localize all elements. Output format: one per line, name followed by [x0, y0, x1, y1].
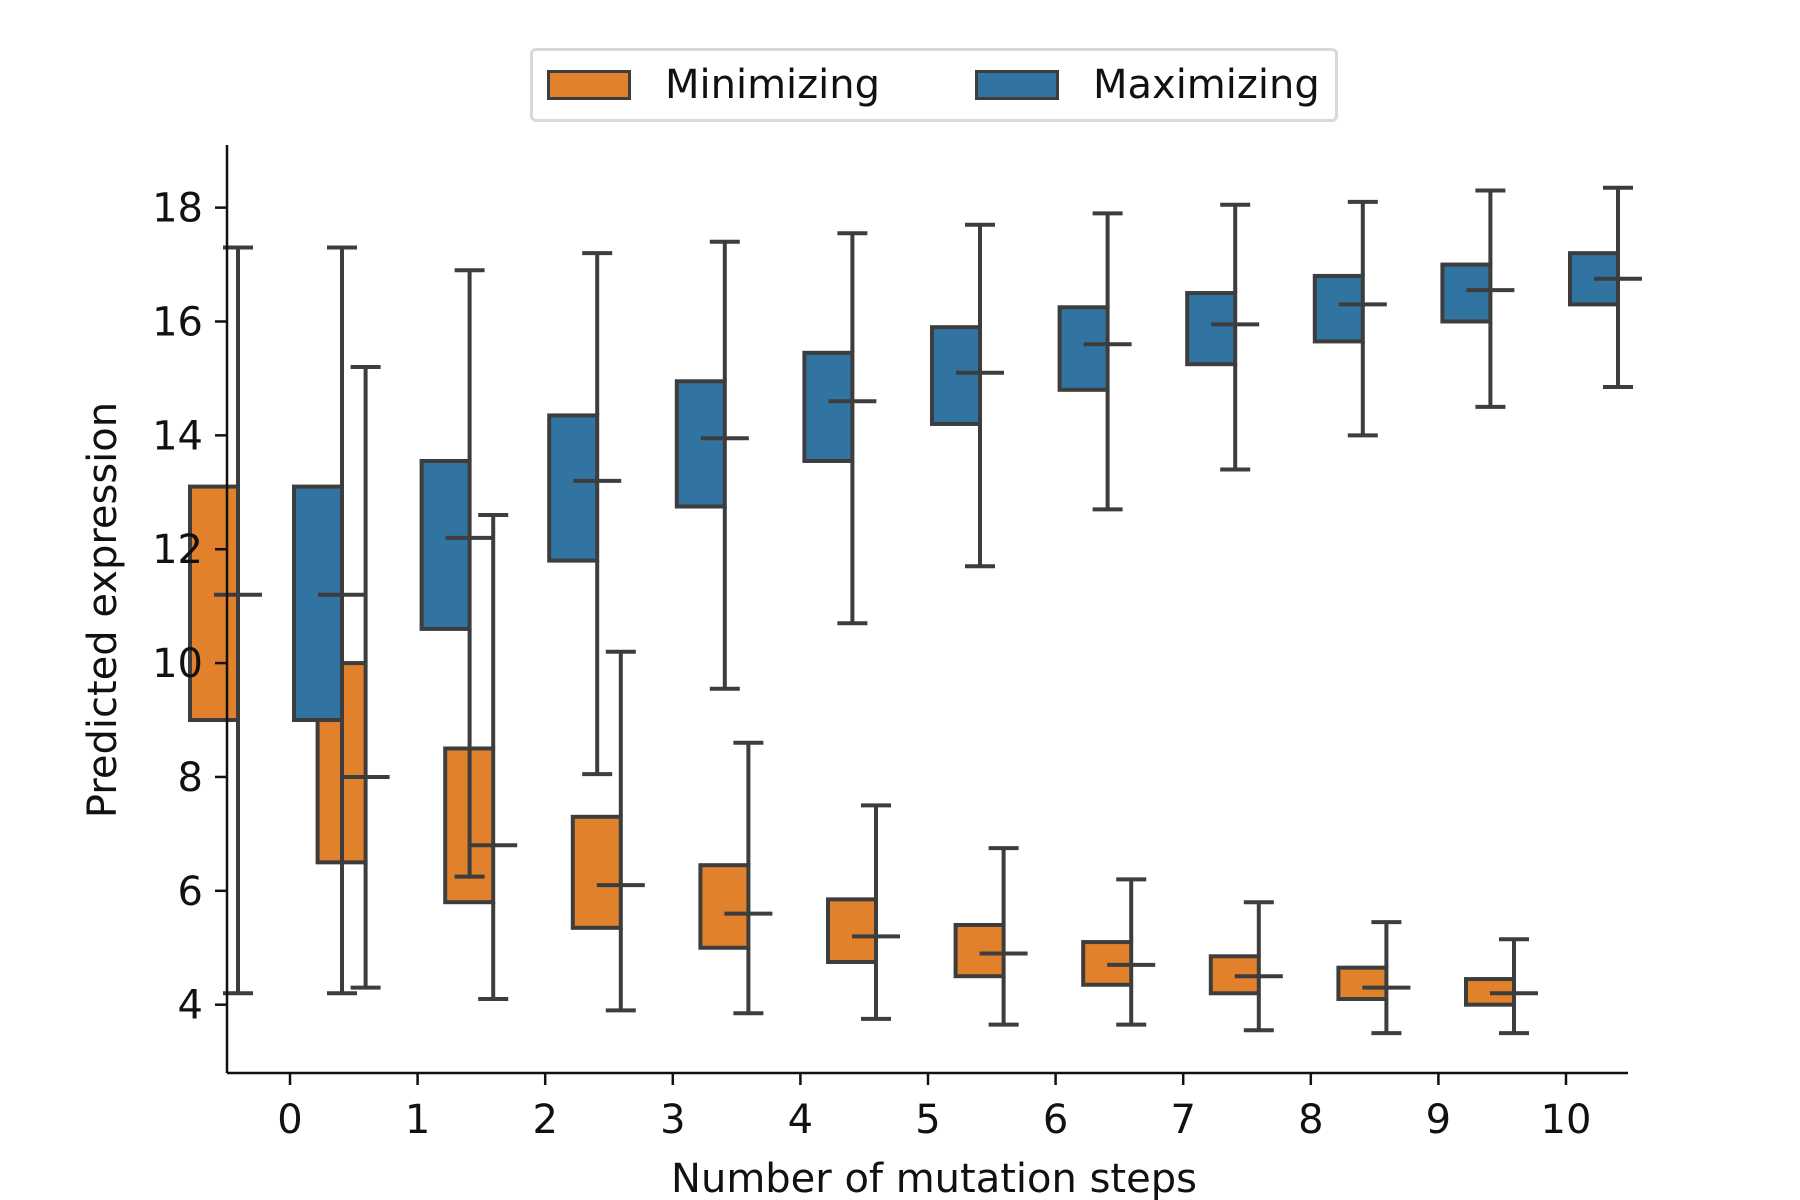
x-tick-label: 10: [1541, 1097, 1592, 1143]
x-tick-label: 1: [405, 1097, 430, 1143]
box-minimizing-7: [1081, 877, 1156, 1027]
y-tick-label: 6: [178, 869, 203, 915]
box-maximizing-5: [930, 222, 1004, 569]
box-maximizing-0: [292, 245, 366, 996]
iqr-box: [188, 484, 240, 723]
x-tick-label: 2: [532, 1097, 557, 1143]
iqr-box: [674, 379, 727, 509]
box-minimizing-8: [1208, 900, 1283, 1033]
box-minimizing-9: [1336, 920, 1411, 1036]
iqr-box: [826, 897, 878, 964]
x-tick-label: 5: [915, 1097, 940, 1143]
x-tick-label: 4: [788, 1097, 813, 1143]
box-maximizing-4: [802, 231, 877, 626]
y-tick-label: 10: [152, 641, 203, 687]
x-axis: 0 1 2 3 4 5 6 7 8 9 10: [227, 1071, 1628, 1143]
iqr-box: [570, 814, 623, 930]
box-minimizing-10: [1464, 937, 1538, 1036]
iqr-box: [547, 413, 600, 563]
box-minimizing-4: [698, 740, 773, 1016]
box-maximizing-6: [1057, 211, 1132, 512]
iqr-box: [1312, 273, 1365, 344]
legend: Minimizing Maximizing: [530, 48, 1338, 122]
legend-item-maximizing: Maximizing: [975, 51, 1320, 119]
legend-item-minimizing: Minimizing: [547, 51, 880, 119]
box-maximizing-3: [674, 239, 749, 691]
legend-label-minimizing: Minimizing: [665, 62, 881, 108]
iqr-box: [419, 458, 472, 631]
y-tick-label: 14: [152, 413, 203, 459]
iqr-box: [930, 325, 982, 426]
iqr-box: [802, 350, 855, 463]
y-tick-label: 8: [178, 755, 203, 801]
iqr-box: [292, 484, 344, 723]
x-tick-label: 7: [1170, 1097, 1195, 1143]
y-tick-label: 18: [152, 186, 203, 232]
box-minimizing-6: [953, 846, 1028, 1027]
iqr-box: [1185, 291, 1238, 367]
box-minimizing-5: [826, 803, 900, 1021]
box-minimizing-0: [188, 245, 262, 996]
box-maximizing-10: [1568, 185, 1642, 389]
iqr-box: [1057, 305, 1110, 392]
legend-label-maximizing: Maximizing: [1093, 62, 1320, 108]
box-maximizing-8: [1312, 199, 1387, 438]
x-tick-label: 6: [1043, 1097, 1068, 1143]
legend-swatch-minimizing: [547, 70, 631, 100]
x-tick-label: 9: [1426, 1097, 1451, 1143]
iqr-box: [953, 922, 1006, 979]
y-tick-label: 4: [178, 983, 203, 1029]
x-tick-label: 0: [277, 1097, 302, 1143]
box-maximizing-9: [1440, 188, 1515, 409]
iqr-box: [1440, 262, 1493, 324]
y-tick-label: 12: [152, 527, 203, 573]
iqr-box: [698, 863, 751, 950]
box-maximizing-7: [1185, 202, 1260, 472]
box-minimizing-3: [570, 649, 645, 1013]
x-tick-label: 3: [660, 1097, 685, 1143]
box-maximizing-2: [547, 251, 622, 777]
legend-swatch-maximizing: [975, 70, 1059, 100]
y-axis: 4 6 8 10 12 14 16 18: [152, 145, 229, 1073]
iqr-box: [1336, 965, 1389, 1001]
y-tick-label: 16: [152, 299, 203, 345]
x-axis-title: Number of mutation steps: [671, 1156, 1197, 1200]
box-group-layer: [188, 185, 1642, 1036]
y-axis-title: Predicted expression: [80, 402, 126, 818]
x-tick-label: 8: [1298, 1097, 1323, 1143]
box-maximizing-1: [419, 268, 494, 879]
